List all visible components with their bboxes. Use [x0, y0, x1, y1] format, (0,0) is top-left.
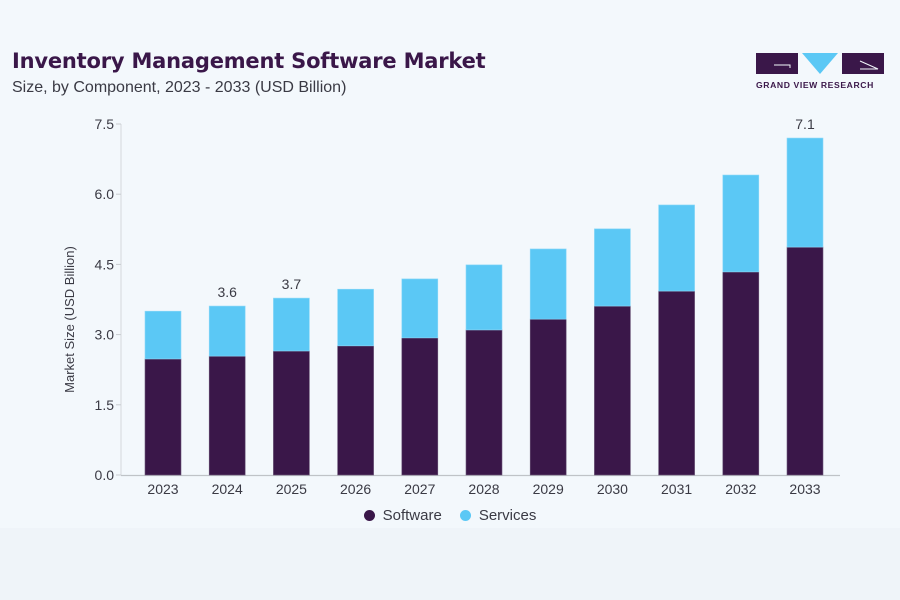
y-tick-label: 0.0 [95, 467, 115, 483]
x-tick-label: 2024 [212, 481, 243, 497]
legend-item-software[interactable]: Software [363, 507, 442, 524]
x-tick-label: 2031 [661, 481, 692, 497]
x-tick-label: 2033 [789, 481, 820, 497]
bar-services-2026 [337, 288, 374, 347]
logo-g-mark [774, 64, 791, 68]
bar-software-2025 [273, 350, 310, 476]
bar-services-2031 [658, 204, 695, 292]
legend-item-services[interactable]: Services [459, 507, 537, 524]
bar-services-2029 [529, 248, 567, 320]
logo-left-block [756, 53, 798, 74]
bar-software-2026 [337, 345, 374, 476]
x-tick-label: 2025 [276, 481, 307, 497]
bar-software-2030 [594, 305, 631, 476]
chart-title: Inventory Management Software Market [12, 49, 486, 73]
bar-services-2025 [273, 297, 310, 352]
y-tick-label: 4.5 [95, 256, 115, 272]
bar-software-2032 [722, 271, 760, 476]
bar-services-2033 [786, 137, 824, 248]
bar-software-2029 [529, 318, 567, 476]
legend-dot-services [459, 510, 471, 521]
chart-subtitle: Size, by Component, 2023 - 2033 (USD Bil… [12, 79, 347, 96]
data-label-2024: 3.6 [217, 284, 237, 300]
bar-services-2028 [465, 264, 503, 331]
legend-dot-software [363, 510, 375, 521]
bar-services-2024 [208, 305, 246, 357]
bar-software-2033 [786, 246, 824, 476]
bar-services-2030 [594, 228, 631, 307]
bar-software-2028 [465, 329, 503, 476]
x-tick-label: 2030 [597, 481, 628, 497]
x-tick-label: 2028 [468, 481, 499, 497]
y-tick-label: 7.5 [95, 116, 115, 132]
data-label-2025: 3.7 [282, 276, 302, 292]
bar-services-2023 [144, 310, 182, 360]
logo-r-mark [859, 60, 879, 70]
legend-label-software: Software [382, 507, 442, 524]
x-tick-label: 2023 [147, 481, 178, 497]
chart-legend: Software Services [0, 507, 900, 524]
x-tick-label: 2029 [533, 481, 564, 497]
legend-label-services: Services [478, 507, 537, 524]
x-tick-label: 2026 [340, 481, 371, 497]
grand-view-research-logo-icon [756, 53, 884, 74]
bar-services-2027 [401, 278, 439, 339]
bar-software-2031 [658, 290, 695, 476]
x-tick-label: 2027 [404, 481, 435, 497]
data-label-2033: 7.1 [795, 116, 815, 132]
bar-software-2027 [401, 337, 439, 476]
logo-triangle [802, 53, 838, 74]
bar-software-2024 [208, 355, 246, 476]
x-tick-label: 2032 [725, 481, 756, 497]
bar-services-2032 [722, 174, 760, 273]
y-tick-label: 1.5 [95, 397, 115, 413]
y-axis-title: Market Size (USD Billion) [62, 246, 77, 393]
logo-text: GRAND VIEW RESEARCH [756, 80, 874, 90]
y-tick-label: 6.0 [95, 186, 115, 202]
bar-software-2023 [144, 358, 182, 476]
y-tick-label: 3.0 [95, 327, 115, 343]
